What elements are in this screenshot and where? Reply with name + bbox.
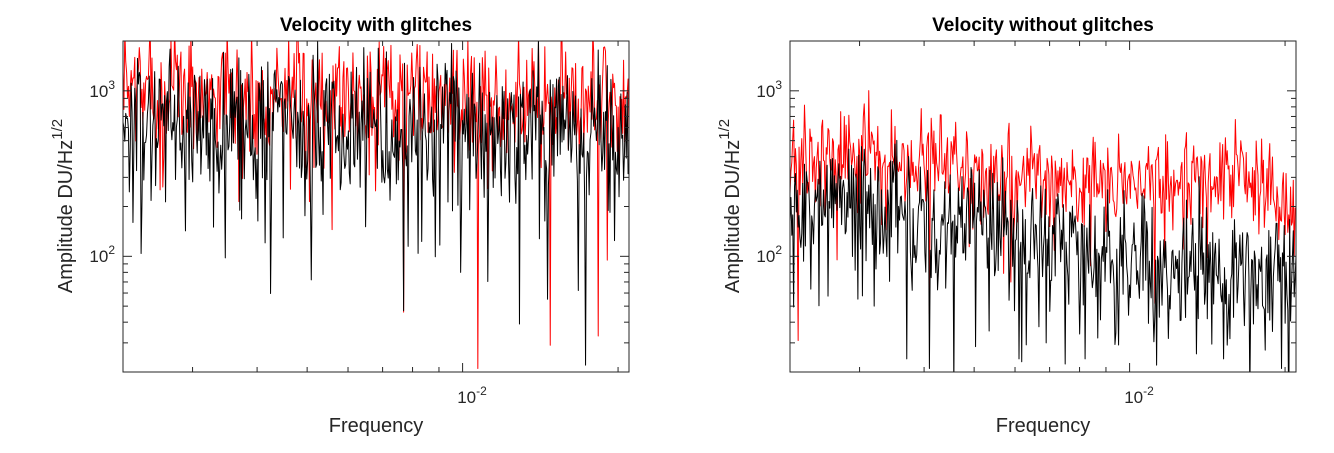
y-tick-label: 103 bbox=[89, 78, 115, 101]
x-tick-label: 10-2 bbox=[457, 384, 487, 407]
tick-layer bbox=[790, 40, 1296, 373]
y-tick-label: 102 bbox=[89, 243, 115, 266]
y-tick-label: 102 bbox=[756, 243, 782, 266]
x-tick-label: 10-2 bbox=[1124, 384, 1154, 407]
series-line bbox=[123, 41, 629, 369]
y-axis-label: Amplitude DU/Hz1/2 bbox=[49, 119, 77, 293]
plot-frame bbox=[789, 40, 1297, 373]
chart-with-glitches: Velocity with glitches 102 103 10-2 Freq… bbox=[49, 15, 630, 437]
series-layer bbox=[790, 90, 1296, 372]
chart-title: Velocity without glitches bbox=[932, 15, 1154, 36]
series-line bbox=[123, 41, 629, 366]
plot-frame bbox=[122, 40, 630, 373]
series-line bbox=[790, 90, 1296, 341]
x-axis-label: Frequency bbox=[329, 415, 424, 437]
y-axis-label: Amplitude DU/Hz1/2 bbox=[716, 119, 744, 293]
series-layer bbox=[123, 41, 629, 369]
x-axis-label: Frequency bbox=[996, 415, 1091, 437]
y-tick-label: 103 bbox=[756, 78, 782, 101]
chart-title: Velocity with glitches bbox=[280, 15, 472, 36]
chart-without-glitches: Velocity without glitches 102 103 10-2 F… bbox=[716, 15, 1297, 437]
series-line bbox=[790, 139, 1296, 372]
